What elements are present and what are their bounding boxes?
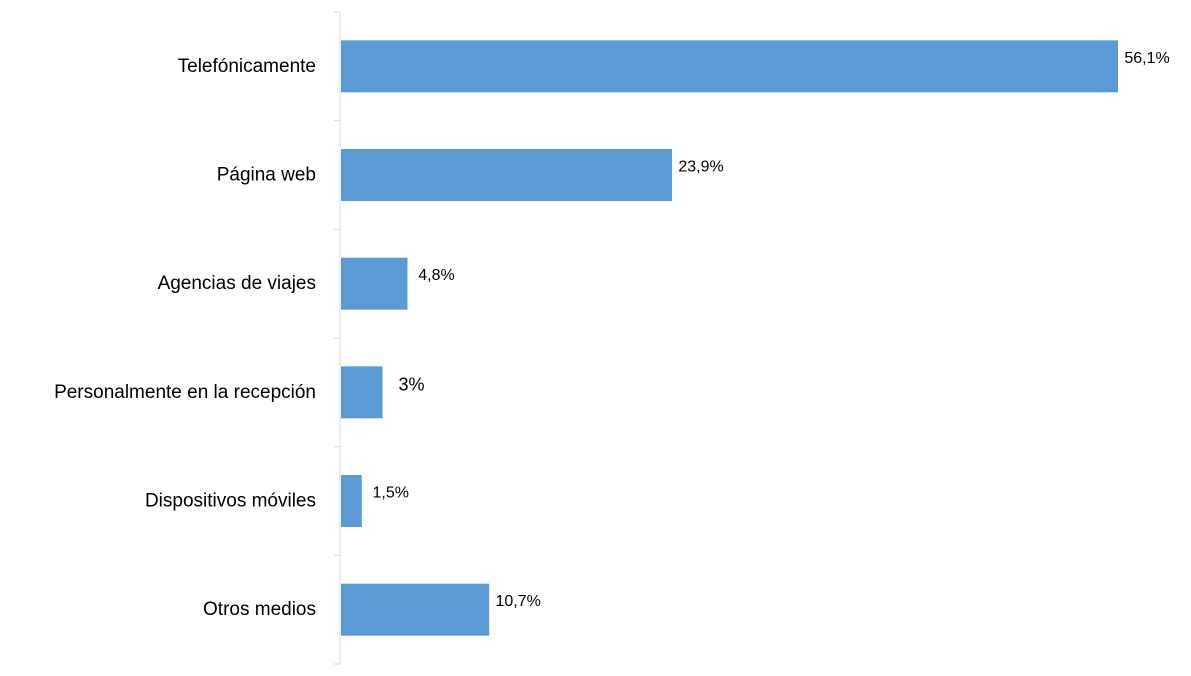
data-label: 56,1% (1124, 50, 1169, 67)
data-label: 3% (399, 374, 425, 394)
bar (341, 40, 1118, 92)
bar (341, 475, 362, 527)
category-labels: Telefónicamente Página web Agencias de via… (54, 56, 316, 620)
bar (341, 584, 489, 636)
bar (341, 258, 407, 310)
data-label: 10,7% (496, 593, 541, 610)
category-label: Página web (217, 165, 316, 186)
category-label: Telefónicamente (178, 56, 316, 77)
data-label: 1,5% (373, 485, 409, 502)
bar (341, 366, 383, 418)
data-label: 4,8% (418, 267, 454, 284)
bars (341, 40, 1118, 635)
data-labels: 56,1% 23,9% 4,8% 3% 1,5% 10,7% (373, 50, 1170, 610)
data-label: 23,9% (678, 159, 723, 176)
bar (341, 149, 672, 201)
category-axis (334, 12, 340, 664)
category-label: Agencias de viajes (158, 273, 316, 294)
category-label: Dispositivos móviles (145, 491, 316, 512)
category-label: Personalmente en la recepción (54, 382, 316, 403)
category-label: Otros medios (203, 599, 316, 620)
